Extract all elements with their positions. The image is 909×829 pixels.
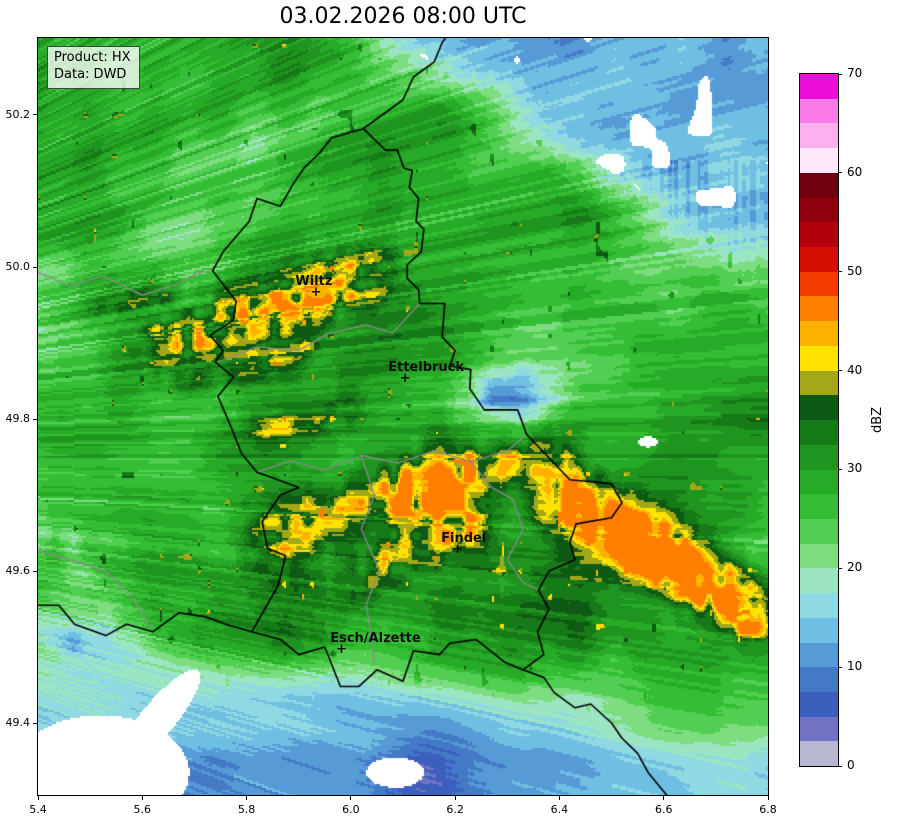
colorbar-segment xyxy=(800,444,838,470)
colorbar-segment xyxy=(800,345,838,371)
x-tick-label: 5.4 xyxy=(29,803,47,816)
colorbar-segment xyxy=(800,469,838,495)
colorbar xyxy=(799,73,839,767)
page-title: 03.02.2026 08:00 UTC xyxy=(279,4,527,29)
colorbar-segment xyxy=(800,691,838,717)
colorbar-tick-mark xyxy=(838,765,842,767)
y-tick-label: 49.8 xyxy=(5,412,31,425)
radar-map-canvas xyxy=(38,38,768,795)
x-tick-label: 6.4 xyxy=(550,803,569,816)
city-marker: + xyxy=(336,642,347,658)
city-label: Findel xyxy=(441,531,487,547)
x-tick-mark xyxy=(454,796,456,800)
colorbar-segment xyxy=(800,667,838,692)
colorbar-segment xyxy=(800,741,838,767)
colorbar-tick-mark xyxy=(838,370,842,372)
city-marker: + xyxy=(452,542,464,558)
legend-product-line: Product: HX xyxy=(54,50,131,65)
colorbar-segment xyxy=(800,395,838,421)
colorbar-segment xyxy=(800,321,838,346)
x-tick-label: 6.6 xyxy=(654,803,673,816)
y-tick-label: 50.0 xyxy=(5,260,31,273)
y-tick-mark xyxy=(33,418,37,420)
y-tick-mark xyxy=(33,570,37,572)
colorbar-tick-mark xyxy=(838,666,842,668)
colorbar-tick-mark xyxy=(838,567,842,569)
colorbar-segment xyxy=(800,617,838,643)
colorbar-tick-label: 10 xyxy=(847,659,863,674)
map-plot-area: Product: HX Data: DWD + Wiltz + Ettelbruck +… xyxy=(37,37,769,796)
colorbar-segment xyxy=(800,420,838,445)
colorbar-tick-mark xyxy=(838,468,842,470)
x-tick-mark xyxy=(558,796,560,800)
colorbar-segment xyxy=(800,716,838,742)
colorbar-tick-mark xyxy=(838,172,842,174)
y-tick-mark xyxy=(33,114,37,116)
x-tick-label: 6.8 xyxy=(759,803,777,816)
city-label: Wiltz xyxy=(295,273,333,289)
colorbar-segment xyxy=(800,172,838,198)
colorbar-unit-label: dBZ xyxy=(870,406,885,434)
colorbar-segment xyxy=(800,593,838,618)
x-tick-mark xyxy=(246,796,248,800)
y-tick-label: 50.2 xyxy=(5,107,31,121)
colorbar-segment xyxy=(800,123,838,149)
colorbar-segment xyxy=(800,518,838,544)
colorbar-segment xyxy=(800,543,838,569)
city-marker: + xyxy=(310,285,322,301)
colorbar-tick-label: 40 xyxy=(847,362,863,377)
y-tick-label: 49.6 xyxy=(5,564,31,578)
city-label: Esch/Alzette xyxy=(330,631,421,647)
colorbar-tick-label: 0 xyxy=(847,758,855,772)
colorbar-tick-label: 20 xyxy=(847,560,863,575)
colorbar-segment xyxy=(800,642,838,668)
colorbar-tick-label: 60 xyxy=(847,164,863,179)
x-tick-mark xyxy=(663,796,665,800)
colorbar-segment xyxy=(800,271,838,297)
city-marker: + xyxy=(399,371,411,387)
colorbar-segment xyxy=(800,222,838,248)
colorbar-segment xyxy=(800,370,838,396)
colorbar-tick-mark xyxy=(838,73,842,75)
product-legend-box: Product: HX Data: DWD xyxy=(47,46,140,89)
colorbar-tick-label: 50 xyxy=(847,263,863,278)
city-label: Ettelbruck xyxy=(388,360,465,376)
legend-data-line: Data: DWD xyxy=(54,66,127,82)
colorbar-segment xyxy=(800,197,838,223)
colorbar-segment xyxy=(800,98,838,124)
y-tick-mark xyxy=(33,266,37,268)
x-tick-label: 6.0 xyxy=(342,803,360,816)
colorbar-segment xyxy=(800,296,838,322)
colorbar-segment xyxy=(800,494,838,519)
colorbar-segment xyxy=(800,74,838,99)
colorbar-segment xyxy=(800,247,838,272)
x-tick-mark xyxy=(141,796,143,800)
x-tick-label: 5.6 xyxy=(133,803,152,816)
x-tick-mark xyxy=(37,796,39,800)
y-tick-label: 49.4 xyxy=(5,716,31,730)
x-tick-label: 6.2 xyxy=(446,803,464,816)
y-tick-mark xyxy=(33,722,37,724)
x-tick-mark xyxy=(350,796,352,800)
colorbar-segment xyxy=(800,148,838,173)
colorbar-tick-mark xyxy=(838,271,842,273)
x-tick-mark xyxy=(767,796,769,800)
colorbar-tick-label: 30 xyxy=(847,461,863,476)
colorbar-tick-label: 70 xyxy=(847,66,863,80)
x-tick-label: 5.8 xyxy=(237,803,256,816)
colorbar-segment xyxy=(800,568,838,594)
